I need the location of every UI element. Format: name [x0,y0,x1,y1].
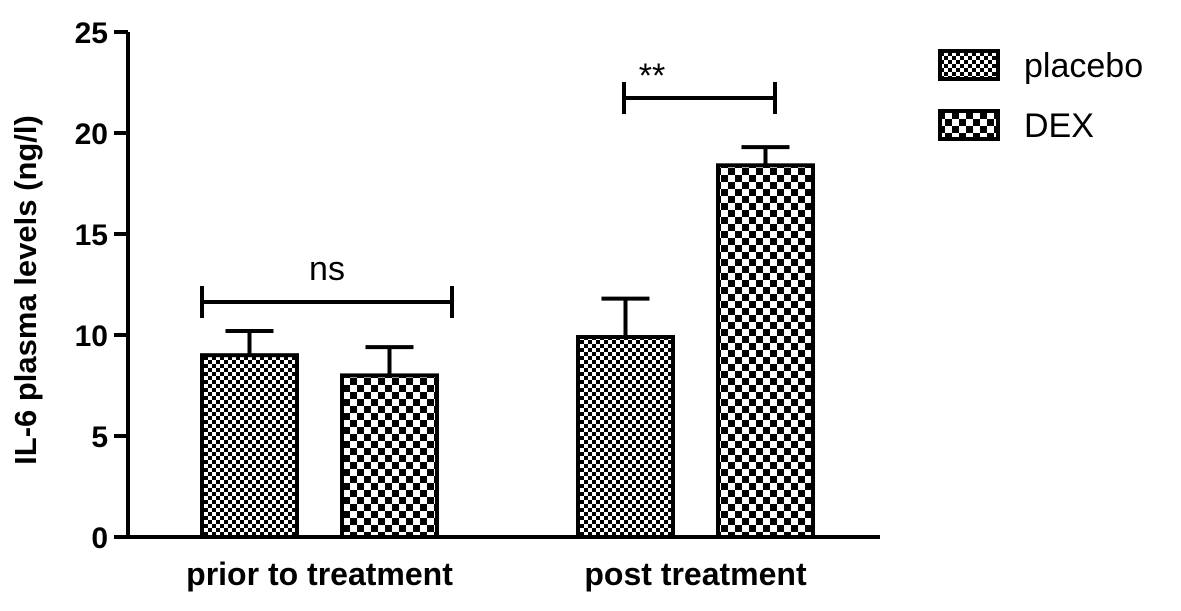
legend-label-dex: DEX [1024,107,1094,145]
y-axis-label: IL-6 plasma levels (ng/l) [8,115,43,465]
legend-label-placebo: placebo [1024,47,1143,85]
y-tick-label: 25 [75,17,108,50]
bar-placebo-0 [200,353,299,540]
bar-dex-0 [340,373,439,539]
legend: placebo DEX [938,47,1143,145]
y-tick-label: 20 [75,118,108,151]
x-category-label: post treatment [584,556,807,592]
significance-label: ns [309,250,345,288]
axes: 0 5 10 15 20 25 prior to treatment post treatme… [75,17,880,592]
legend-swatch-dex [938,109,1000,141]
legend-swatch-placebo [938,49,1000,81]
bar-placebo-1 [576,335,675,539]
significance-annotations: ns ** [200,57,777,318]
y-tick-label: 0 [91,522,108,555]
x-category-label: prior to treatment [186,556,453,592]
y-tick-label: 15 [75,219,108,252]
bar-dex-1 [716,163,815,539]
y-tick-label: 10 [75,320,108,353]
y-tick-label: 5 [91,421,108,454]
significance-label: ** [639,57,665,95]
bars [200,145,815,540]
